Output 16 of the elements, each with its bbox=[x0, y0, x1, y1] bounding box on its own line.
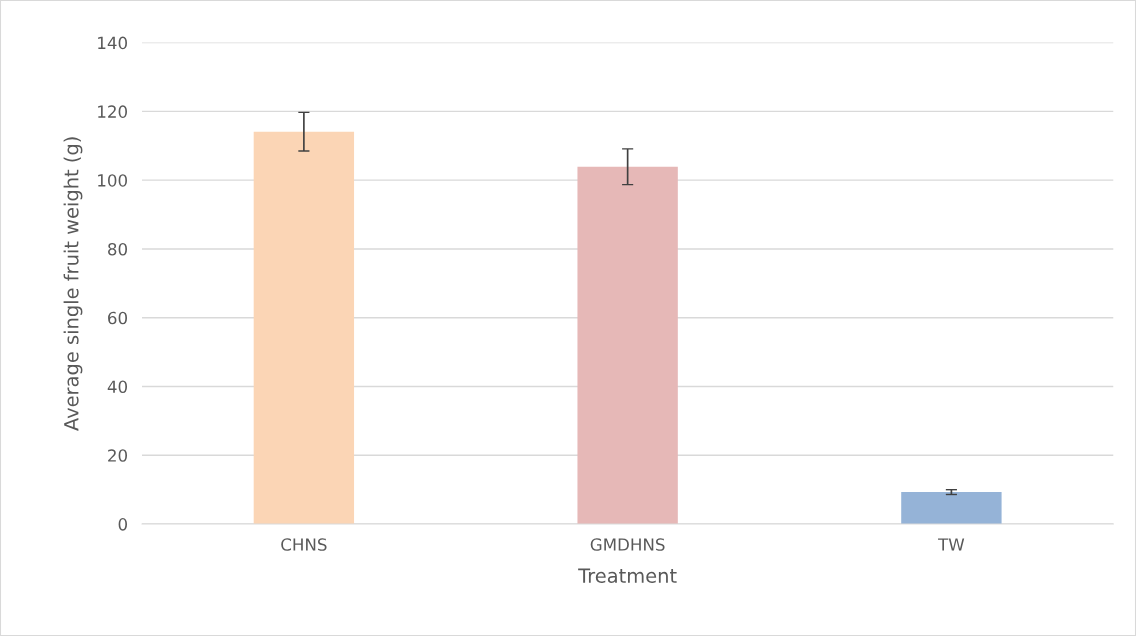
y-tick-label: 120 bbox=[98, 105, 127, 118]
y-tick-label: 20 bbox=[108, 449, 127, 462]
bar bbox=[577, 166, 678, 525]
bar bbox=[253, 131, 355, 525]
y-tick-label: 140 bbox=[98, 36, 127, 50]
y-axis-title: Average single fruit weight (g) bbox=[63, 137, 83, 431]
y-tick-label: 100 bbox=[98, 174, 127, 187]
bar bbox=[901, 492, 1002, 525]
x-tick-label: GMDHNS bbox=[590, 538, 665, 551]
y-tick-label: 60 bbox=[108, 311, 127, 325]
x-tick-label: CHNS bbox=[281, 538, 327, 551]
x-tick-label: TW bbox=[938, 538, 965, 551]
y-tick-label: 0 bbox=[118, 518, 127, 531]
x-axis-title: Treatment bbox=[578, 568, 677, 584]
y-tick-label: 80 bbox=[108, 242, 127, 256]
y-tick-label: 40 bbox=[107, 380, 127, 394]
